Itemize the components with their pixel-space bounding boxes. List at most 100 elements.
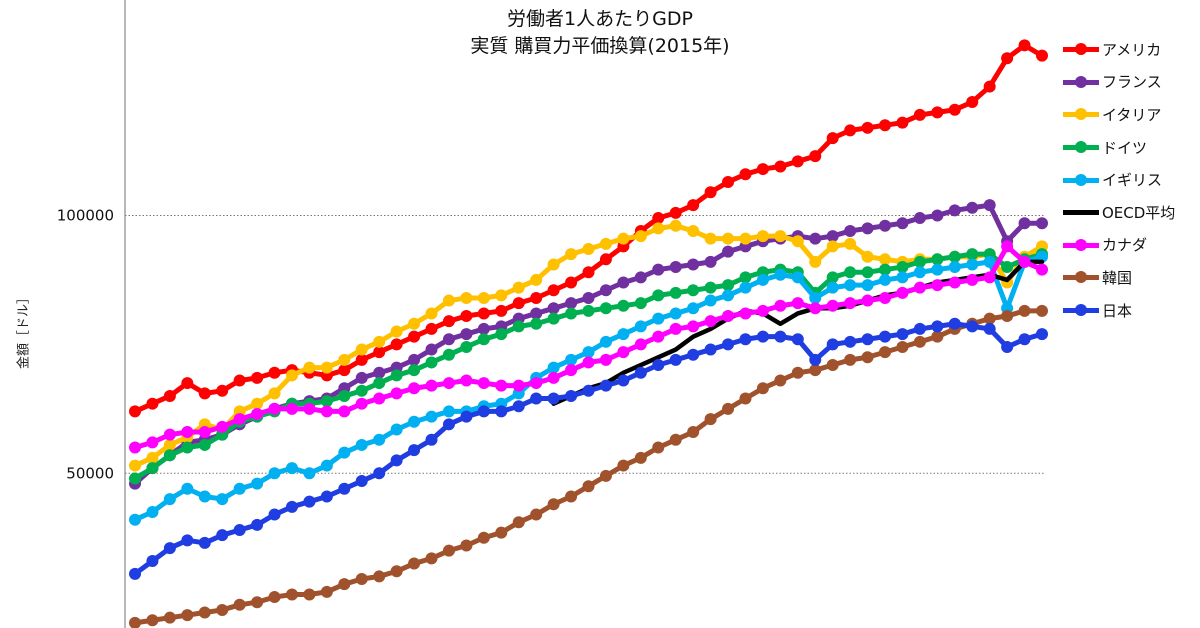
data-point <box>460 374 473 387</box>
legend-swatch <box>1062 204 1100 220</box>
data-point <box>913 281 926 294</box>
data-point <box>1001 261 1014 274</box>
data-point <box>425 307 438 320</box>
data-point <box>146 436 159 449</box>
data-point <box>896 116 909 129</box>
data-point <box>774 299 787 312</box>
data-point <box>966 273 979 286</box>
data-point <box>181 534 194 547</box>
data-point <box>704 343 717 356</box>
data-point <box>879 219 892 232</box>
data-point <box>547 371 560 384</box>
data-point <box>425 410 438 423</box>
data-point <box>251 477 264 490</box>
data-point <box>547 302 560 315</box>
data-point <box>809 150 822 163</box>
data-point <box>425 379 438 392</box>
data-point <box>460 310 473 323</box>
data-point <box>582 384 595 397</box>
data-point <box>669 307 682 320</box>
data-point <box>530 392 543 405</box>
data-point <box>477 333 490 346</box>
data-point <box>355 384 368 397</box>
data-point <box>722 245 735 258</box>
data-point <box>251 596 264 609</box>
data-point <box>652 312 665 325</box>
data-point <box>512 516 525 529</box>
legend-swatch-marker <box>1075 271 1087 284</box>
data-point <box>599 353 612 366</box>
data-point <box>879 346 892 359</box>
data-point <box>1036 328 1048 341</box>
data-point <box>163 389 176 402</box>
data-point <box>181 609 194 622</box>
data-point <box>704 255 717 268</box>
data-point <box>582 291 595 304</box>
data-point <box>826 359 839 372</box>
data-point <box>512 320 525 333</box>
data-point <box>809 255 822 268</box>
data-point <box>879 291 892 304</box>
data-point <box>844 353 857 366</box>
data-point <box>495 526 508 539</box>
data-point <box>547 284 560 297</box>
data-point <box>739 307 752 320</box>
data-point <box>425 322 438 335</box>
data-point <box>146 451 159 464</box>
data-point <box>129 472 141 485</box>
data-point <box>233 524 246 537</box>
legend-label: OECD平均 <box>1102 203 1176 222</box>
y-tick-label: 100000 <box>57 206 114 224</box>
data-point <box>565 389 578 402</box>
data-point <box>791 297 804 310</box>
data-point <box>373 366 386 379</box>
data-point <box>687 258 700 271</box>
data-point <box>844 224 857 237</box>
data-point <box>826 338 839 351</box>
data-point <box>983 199 996 212</box>
data-point <box>303 467 316 480</box>
data-point <box>809 364 822 377</box>
data-point <box>704 315 717 328</box>
data-point <box>756 273 769 286</box>
data-point <box>1001 340 1014 353</box>
data-point <box>791 155 804 168</box>
data-point <box>547 392 560 405</box>
data-point <box>355 397 368 410</box>
data-point <box>617 299 630 312</box>
data-point <box>320 405 333 418</box>
data-point <box>425 433 438 446</box>
data-point <box>687 426 700 439</box>
data-point <box>669 219 682 232</box>
legend-item: OECD平均 <box>1062 196 1175 229</box>
legend-swatch <box>1062 74 1100 90</box>
data-point <box>983 322 996 335</box>
data-point <box>408 444 421 457</box>
data-point <box>129 567 141 580</box>
data-point <box>512 400 525 413</box>
data-point <box>233 482 246 495</box>
data-point <box>826 271 839 284</box>
legend-item: 日本 <box>1062 294 1175 327</box>
data-point <box>303 402 316 415</box>
data-point <box>599 379 612 392</box>
data-point <box>879 263 892 276</box>
data-point <box>425 356 438 369</box>
data-point <box>896 340 909 353</box>
data-point <box>373 570 386 583</box>
data-point <box>460 539 473 552</box>
data-point <box>861 222 874 235</box>
data-point <box>861 351 874 364</box>
data-point <box>669 353 682 366</box>
data-point <box>809 302 822 315</box>
data-point <box>285 588 298 601</box>
data-point <box>704 294 717 307</box>
data-point <box>1018 217 1031 230</box>
data-point <box>442 377 455 390</box>
data-point <box>355 343 368 356</box>
data-point <box>547 312 560 325</box>
legend-label: イギリス <box>1102 171 1163 190</box>
data-point <box>948 276 961 289</box>
data-point <box>913 266 926 279</box>
series-line <box>551 259 1045 406</box>
